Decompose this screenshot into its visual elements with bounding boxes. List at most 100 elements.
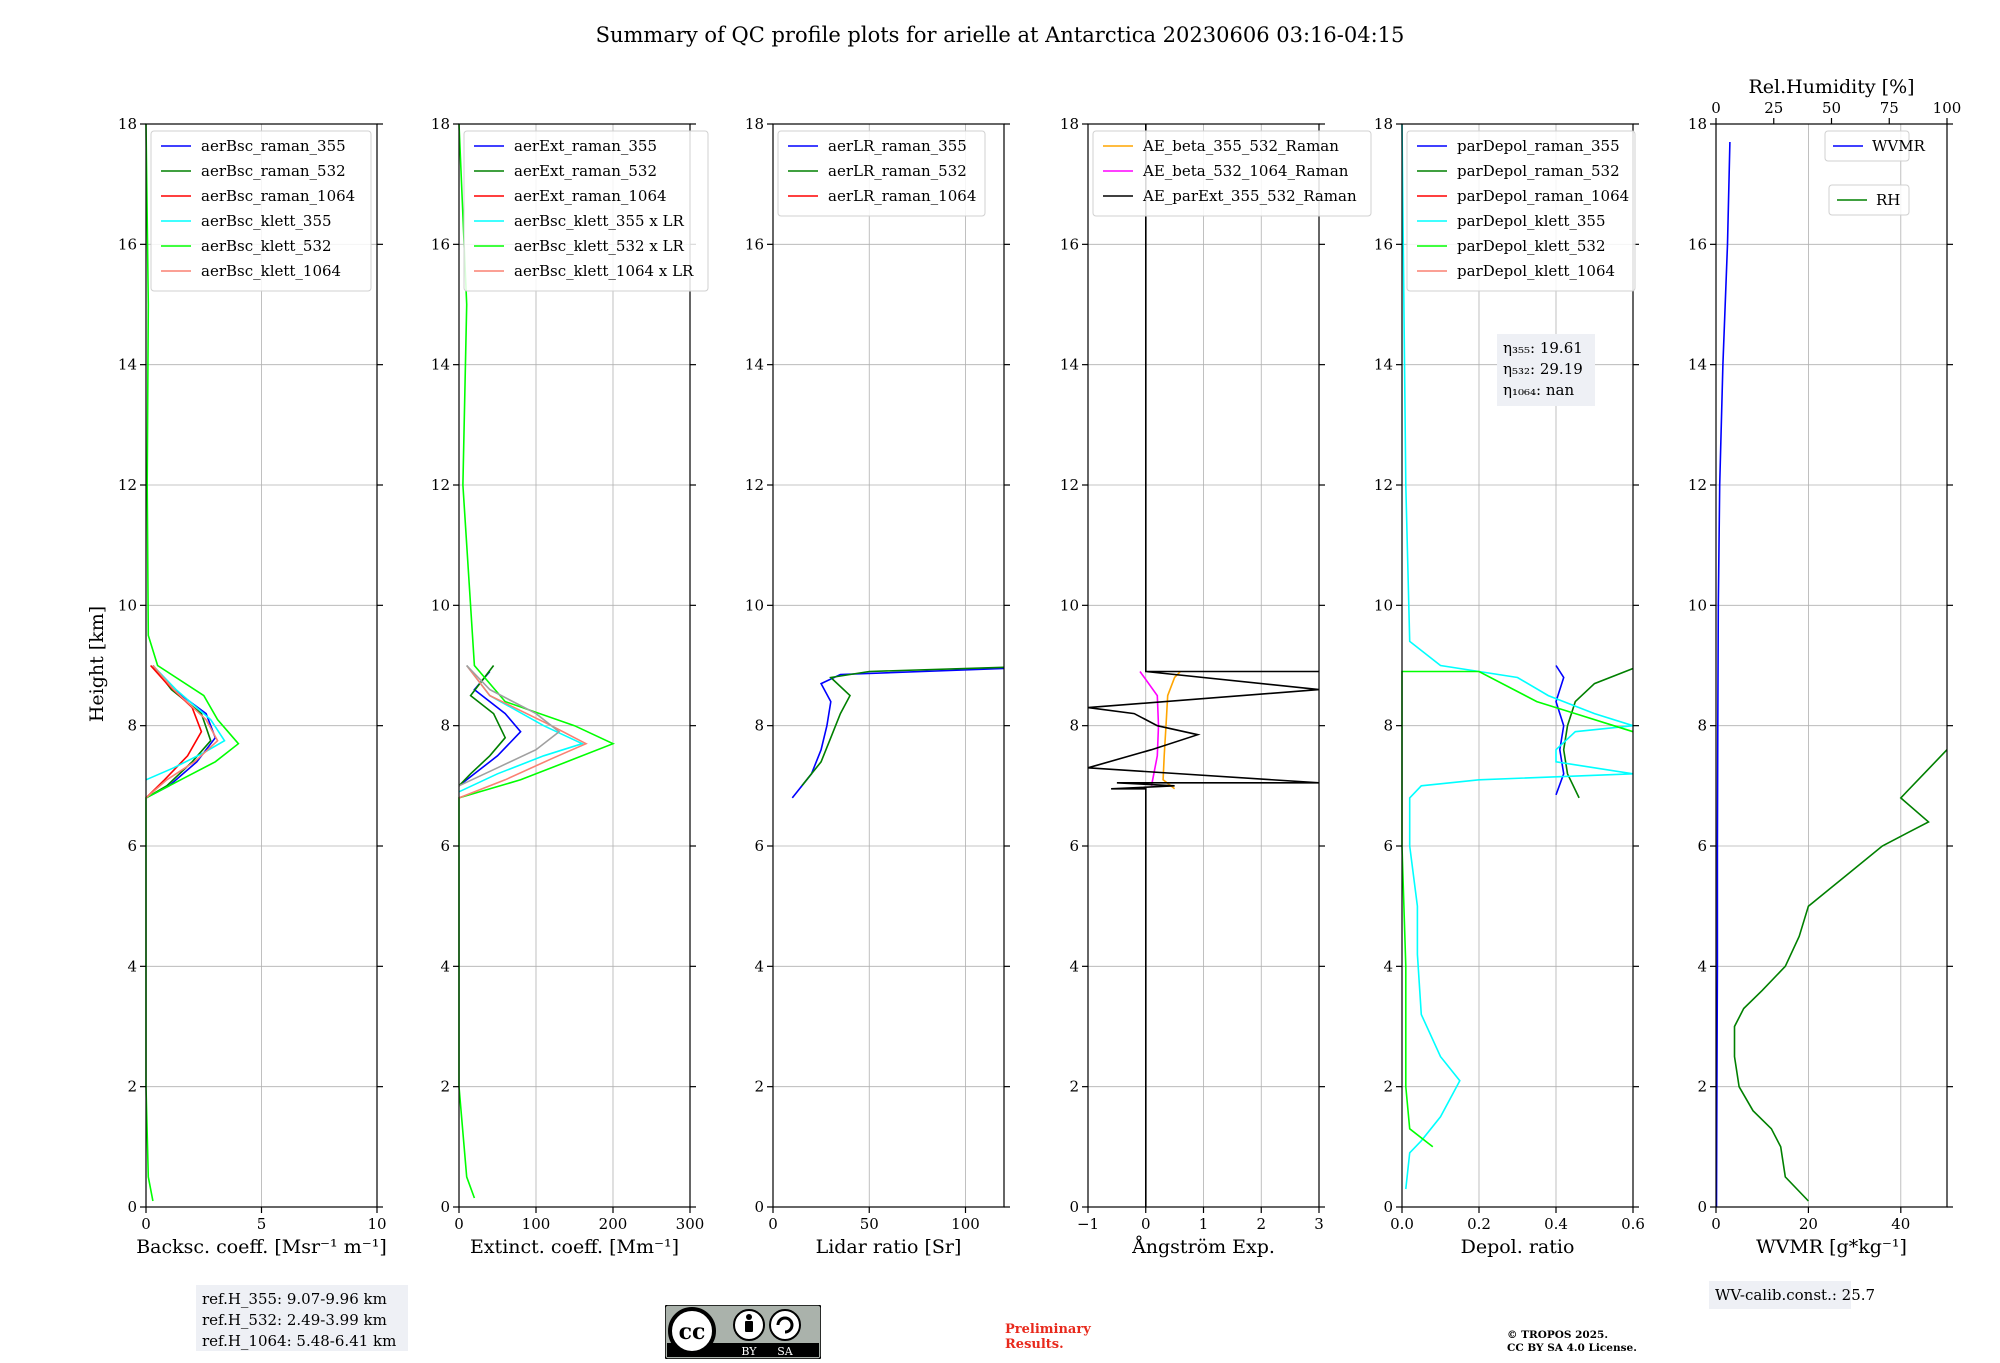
axes-frame [458, 123, 691, 1208]
y-tick-label: 6 [440, 837, 450, 855]
y-tick-label: 6 [127, 837, 137, 855]
series-group [1087, 124, 1320, 1207]
panel-3: 0 50 100 0 2 4 6 8 10 12 14 16 18 Lidar ratio [Sr] aer… [745, 115, 1010, 1258]
y-tick-label: 14 [745, 356, 764, 374]
x-axis-label: Extinct. coeff. [Mm⁻¹] [470, 1236, 679, 1258]
y-tick-label: 8 [127, 717, 137, 735]
legend-label: WVMR [1872, 137, 1926, 155]
series-line-RH [1733, 749, 1948, 1202]
svg-text:cc: cc [679, 1319, 706, 1345]
legend-label: RH [1876, 191, 1900, 209]
top-tick-label: 50 [1822, 99, 1841, 117]
y-tick-label: 8 [1383, 717, 1393, 735]
series-line-aerBsc_raman_355 [145, 664, 217, 799]
annotation-text: η₃₅₅: 19.61 [1503, 339, 1583, 357]
legend-label: aerBsc_raman_532 [201, 162, 346, 180]
series-line-parDepol_raman_532 [1562, 667, 1634, 799]
x-tick-label: 2 [1256, 1215, 1266, 1233]
y-tick-label: 18 [431, 115, 450, 133]
x-tick-label: 0.6 [1621, 1215, 1645, 1233]
preliminary-line-1: Preliminary [1005, 1322, 1091, 1337]
legend: AE_beta_355_532_Raman AE_beta_532_1064_Ra… [1092, 130, 1372, 217]
y-tick-label: 0 [754, 1198, 764, 1216]
legend-box [1824, 130, 1910, 162]
top-tick-label: 0 [1711, 99, 1721, 117]
y-tick-label: 18 [1688, 115, 1707, 133]
y-tick-label: 12 [118, 476, 137, 494]
legend-label: aerExt_raman_355 [514, 137, 657, 155]
y-tick-label: 14 [1374, 356, 1393, 374]
annotation-box: ref.H_355: 9.07-9.96 km ref.H_532: 2.49-3… [196, 1285, 408, 1351]
legend: aerExt_raman_355 aerExt_raman_532 aerExt_r… [463, 130, 709, 292]
axes-frame [1401, 123, 1634, 1208]
y-axis-label: Height [km] [86, 606, 108, 722]
series-line-AE_beta_532_1064_Raman [1139, 671, 1160, 786]
x-tick-label: 0.4 [1544, 1215, 1568, 1233]
y-tick-label: 2 [440, 1078, 450, 1096]
legend-label: aerExt_raman_532 [514, 162, 657, 180]
legend-label: AE_beta_532_1064_Raman [1142, 162, 1349, 180]
legend-label: parDepol_raman_1064 [1457, 187, 1629, 205]
legend-label: AE_parExt_355_532_Raman [1142, 187, 1357, 205]
y-tick-label: 4 [1383, 957, 1393, 975]
top-tick-label: 25 [1764, 99, 1783, 117]
y-tick-label: 10 [431, 596, 450, 614]
legend-box [1406, 130, 1636, 292]
y-tick-label: 14 [118, 356, 137, 374]
annotation-box: η₃₅₅: 19.61 η₅₃₂: 29.19 η₁₀₆₄: nan [1497, 334, 1595, 406]
y-tick-label: 0 [127, 1198, 137, 1216]
axes-frame [1715, 123, 1948, 1208]
series-line-aerBsc_klett_355 [145, 664, 226, 781]
series-group [1715, 141, 1948, 1208]
legend-box [777, 130, 986, 217]
y-tick-label: 6 [1697, 837, 1707, 855]
legend-box [463, 130, 709, 292]
legend: aerLR_raman_355 aerLR_raman_532 aerLR_rama… [777, 130, 986, 217]
series-line-parDepol_raman_355 [1555, 665, 1565, 796]
x-tick-label: 0 [768, 1215, 778, 1233]
x-tick-label: 0 [1711, 1215, 1721, 1233]
x-axis-label: Lidar ratio [Sr] [816, 1236, 962, 1258]
annotation-background [196, 1285, 408, 1351]
copyright-line-1: © TROPOS 2025. [1507, 1329, 1609, 1341]
series-line-aerBsc_klett_1064 [145, 664, 219, 799]
annotation-text: η₁₀₆₄: nan [1503, 381, 1574, 399]
y-tick-label: 16 [431, 235, 450, 253]
y-tick-label: 4 [1069, 957, 1079, 975]
x-tick-label: 1 [1199, 1215, 1209, 1233]
legend-box [1828, 184, 1910, 216]
legend-label: aerBsc_klett_355 x LR [514, 212, 685, 230]
top-axis-label: Rel.Humidity [%] [1748, 76, 1914, 98]
series-line-AE_beta_355_532_Raman [1162, 670, 1181, 790]
legend-label: aerLR_raman_532 [828, 162, 967, 180]
x-tick-label: 100 [522, 1215, 551, 1233]
y-tick-label: 8 [440, 717, 450, 735]
y-tick-label: 2 [1697, 1078, 1707, 1096]
series-line-reference [458, 664, 561, 787]
y-tick-label: 10 [1060, 596, 1079, 614]
y-tick-label: 10 [1374, 596, 1393, 614]
y-tick-label: 16 [1374, 235, 1393, 253]
y-tick-label: 2 [127, 1078, 137, 1096]
series-line-WVMR [1715, 141, 1731, 1208]
legend-label: parDepol_klett_355 [1457, 212, 1606, 230]
legend-box [150, 130, 372, 292]
annotation-background [1497, 334, 1595, 406]
x-tick-label: 50 [860, 1215, 879, 1233]
panel-6: 0 20 40 0 2 4 6 8 10 12 14 16 18 WVMR [g*kg⁻¹] 0 25 50 75… [1688, 76, 1961, 1309]
y-tick-label: 12 [1374, 476, 1393, 494]
series-line-parDepol_klett_355 [1401, 123, 1634, 1190]
y-tick-label: 6 [1383, 837, 1393, 855]
top-tick-label: 100 [1933, 99, 1962, 117]
legend-label: aerBsc_klett_532 x LR [514, 237, 685, 255]
series-line-aerExt_raman_532 [458, 665, 507, 787]
y-tick-label: 2 [754, 1078, 764, 1096]
copyright-line-2: CC BY SA 4.0 License. [1507, 1342, 1637, 1354]
y-tick-label: 14 [1060, 356, 1079, 374]
preliminary-line-2: Results. [1005, 1337, 1064, 1352]
y-tick-label: 0 [1697, 1198, 1707, 1216]
svg-text:SA: SA [777, 1345, 794, 1358]
legend-box [1092, 130, 1372, 217]
annotation-text: ref.H_532: 2.49-3.99 km [202, 1311, 387, 1329]
